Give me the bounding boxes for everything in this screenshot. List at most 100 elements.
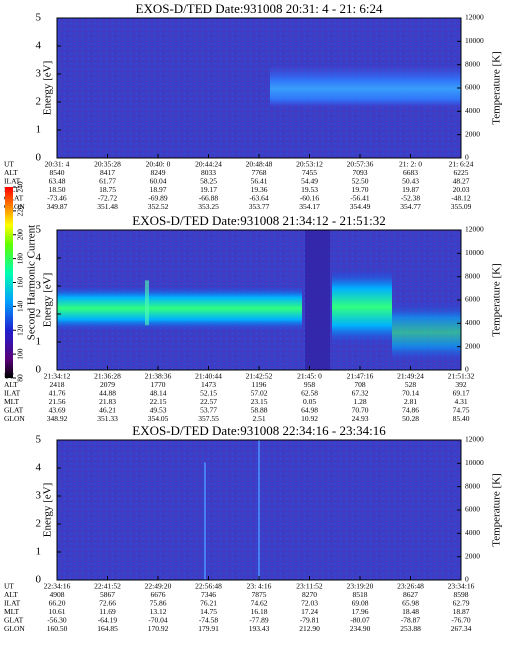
table-cell: 85.40: [453, 414, 470, 423]
table-cell: 41.76: [49, 389, 66, 398]
y-tick-label: 1: [36, 546, 42, 558]
table-cell: 21:36:28: [94, 372, 121, 381]
table-cell: -48.12: [451, 194, 471, 203]
table-row-label: MLT: [4, 397, 20, 406]
table-cell: 63.48: [49, 177, 66, 186]
table-cell: 8627: [403, 590, 418, 599]
table-cell: 354.17: [299, 202, 320, 211]
y2-tick-label: 0: [465, 575, 469, 584]
table-cell: -72.72: [98, 194, 118, 203]
table-cell: 20:44:24: [195, 160, 222, 169]
table-row-label: GLON: [4, 202, 25, 211]
table-cell: 708: [354, 380, 366, 389]
table-cell: 74.75: [453, 406, 470, 415]
table-cell: 21: 2: 0: [399, 160, 422, 169]
table-cell: 48.27: [453, 177, 470, 186]
y2-axis-label: Temperature [K]: [491, 263, 503, 336]
table-cell: 58.25: [200, 177, 217, 186]
panel-title: EXOS-D/TED Date:931008 21:34:12 - 21:51:…: [132, 213, 385, 228]
plasma-band: [145, 280, 149, 326]
table-cell: 164.85: [97, 624, 118, 633]
table-row-label: ALT: [4, 380, 18, 389]
table-cell: 66.20: [49, 599, 66, 608]
table-cell: 1473: [201, 380, 216, 389]
table-cell: 234.90: [350, 624, 371, 633]
table-row-label: ALT: [4, 168, 18, 177]
table-cell: 64.98: [301, 406, 318, 415]
panel-title: EXOS-D/TED Date:931008 20:31: 4 - 21: 6:…: [136, 1, 383, 16]
table-cell: 21:34:12: [44, 372, 71, 381]
table-cell: 10.61: [49, 607, 66, 616]
table-cell: 20:48:48: [246, 160, 273, 169]
colorbar-tick-label: 240: [16, 181, 25, 193]
table-cell: 0.05: [303, 397, 316, 406]
y2-tick-label: 12000: [465, 225, 484, 234]
table-row-label: GLON: [4, 414, 25, 423]
table-cell: 21:42:52: [246, 372, 273, 381]
table-cell: 267.34: [451, 624, 472, 633]
table-cell: 354.05: [148, 414, 169, 423]
table-cell: 61.77: [99, 177, 116, 186]
table-cell: 8598: [454, 590, 469, 599]
spike: [258, 440, 260, 580]
table-cell: 23:26:48: [397, 582, 424, 591]
table-cell: 170.92: [148, 624, 169, 633]
table-row-label: UT: [4, 582, 14, 591]
y2-tick-label: 2000: [465, 129, 480, 138]
table-cell: 18.50: [49, 185, 66, 194]
y2-tick-label: 2000: [465, 551, 480, 560]
table-row-label: ALT: [4, 590, 18, 599]
table-cell: -56.41: [350, 194, 370, 203]
table-cell: 193.43: [249, 624, 270, 633]
table-cell: 21: 6:24: [449, 160, 474, 169]
table-cell: 21:38:36: [145, 372, 172, 381]
plasma-gap: [305, 230, 330, 370]
colorbar-tick-label: 120: [16, 324, 25, 336]
table-cell: 22.57: [200, 397, 217, 406]
table-cell: 351.33: [97, 414, 118, 423]
table-cell: 50.28: [402, 414, 419, 423]
y-tick-label: 0: [36, 152, 42, 164]
y2-tick-label: 2000: [465, 341, 480, 350]
table-cell: 1770: [151, 380, 166, 389]
table-cell: 13.12: [150, 607, 167, 616]
table-cell: 57.02: [251, 389, 268, 398]
table-cell: 52.15: [200, 389, 217, 398]
table-cell: 7455: [302, 168, 317, 177]
table-cell: 19.36: [251, 185, 268, 194]
table-cell: 21:51:32: [448, 372, 475, 381]
y2-tick-label: 10000: [465, 248, 484, 257]
table-cell: 75.86: [150, 599, 167, 608]
table-cell: 21:49:24: [397, 372, 424, 381]
table-cell: -69.89: [148, 194, 168, 203]
table-cell: 14.75: [200, 607, 217, 616]
table-cell: 76.21: [200, 599, 217, 608]
table-cell: 8270: [302, 590, 317, 599]
table-cell: 8249: [151, 168, 166, 177]
table-cell: -56.30: [47, 616, 67, 625]
table-cell: 212.90: [299, 624, 320, 633]
table-cell: 8518: [353, 590, 368, 599]
table-cell: 18.48: [402, 607, 419, 616]
table-cell: 392: [455, 380, 467, 389]
table-cell: 20:35:28: [94, 160, 121, 169]
table-cell: 160.50: [47, 624, 68, 633]
table-cell: 65.98: [402, 599, 419, 608]
y2-tick-label: 6000: [465, 505, 480, 514]
y-tick-label: 3: [36, 280, 42, 292]
y-tick-label: 5: [36, 434, 42, 446]
table-cell: 353.25: [198, 202, 219, 211]
y-axis-label: Energy [eV]: [42, 273, 54, 327]
colorbar-tick-label: 140: [16, 301, 25, 313]
table-cell: 354.77: [400, 202, 421, 211]
table-cell: 17.96: [352, 607, 369, 616]
y2-tick-label: 4000: [465, 528, 480, 537]
table-cell: 6225: [454, 168, 469, 177]
table-cell: 354.49: [350, 202, 371, 211]
table-row-label: UT: [4, 160, 14, 169]
table-cell: 21.83: [99, 397, 116, 406]
colorbar-tick-label: 80: [16, 374, 25, 382]
table-cell: 18.75: [99, 185, 116, 194]
table-cell: 69.17: [453, 389, 470, 398]
